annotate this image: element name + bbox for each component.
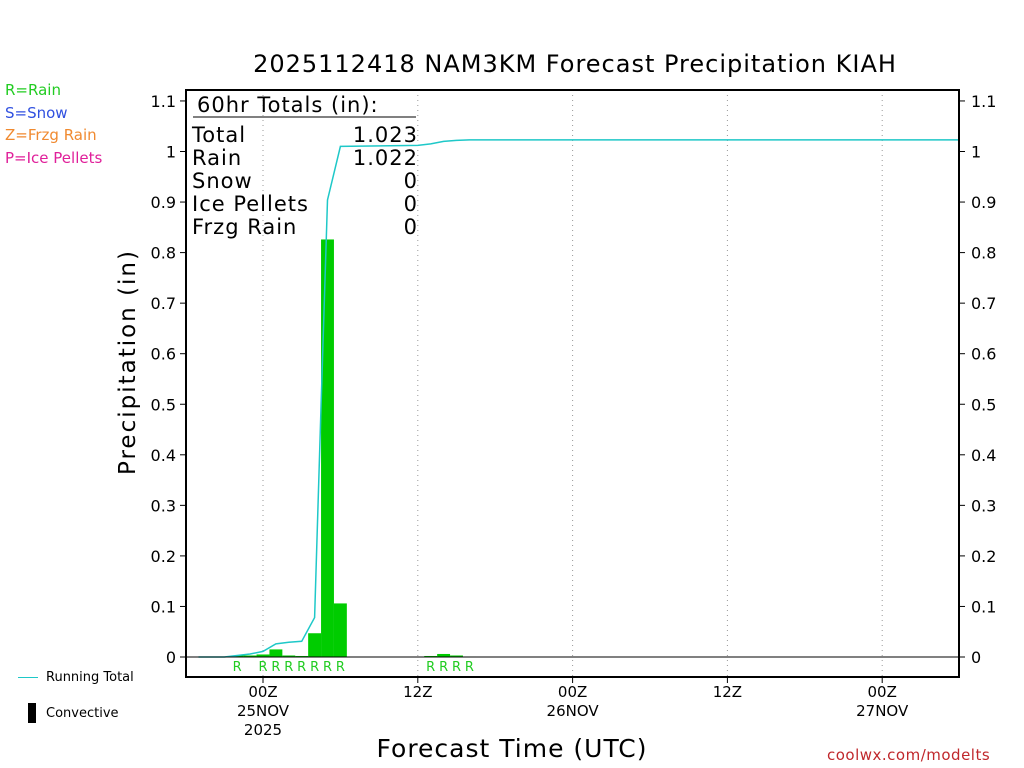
precip-bar (437, 653, 451, 657)
legend-key-snow: S=Snow (5, 104, 68, 122)
y-tick-label-right: 0.2 (971, 547, 996, 566)
totals-row-value: 0 (404, 192, 418, 216)
precip-bar (333, 603, 347, 657)
running-total-series (198, 139, 959, 658)
running-total-swatch (18, 677, 38, 678)
y-tick-label-right: 0.3 (971, 496, 996, 515)
x-tick-label: 12Z (713, 683, 742, 701)
y-tick-label-left: 0.1 (151, 597, 176, 616)
y-tick-label-left: 0.6 (151, 345, 176, 364)
x-tick-label: 00Z (868, 683, 897, 701)
y-tick-label-right: 0.4 (971, 446, 996, 465)
y-tick-label-left: 1 (166, 143, 176, 162)
totals-row-label: Frzg Rain (192, 215, 297, 239)
bar-series (230, 239, 476, 658)
y-tick-label-right: 0.8 (971, 244, 996, 263)
totals-table: 60hr Totals (in): Total 1.023 Rain 1.022 Snow… (191, 93, 418, 239)
x-tick-label: 26NOV (547, 702, 600, 720)
x-tick-label: 00Z (558, 683, 587, 701)
x-tick-label: 12Z (403, 683, 432, 701)
y-tick-label-left: 0.9 (151, 193, 176, 212)
totals-row-label: Snow (192, 169, 253, 193)
precip-type-letter: R (465, 660, 474, 675)
x-tick-label: 2025 (244, 721, 282, 739)
x-tick-label: 25NOV (237, 702, 290, 720)
precip-bar (450, 655, 463, 657)
y-tick-label-left: 0.5 (151, 395, 176, 414)
x-tick-label: 27NOV (856, 702, 909, 720)
totals-row-value: 1.023 (353, 123, 418, 147)
legend-key-rain: R=Rain (5, 81, 61, 99)
y-tick-label-left: 0.3 (151, 496, 176, 515)
y-tick-label-left: 1.1 (151, 92, 176, 111)
y-tick-label-right: 1.1 (971, 92, 996, 111)
convective-legend-label: Convective (46, 706, 119, 721)
source-credit: coolwx.com/modelts (827, 746, 991, 764)
precip-type-letter: R (284, 660, 293, 675)
precip-bar (243, 655, 257, 657)
totals-row-label: Total (191, 123, 246, 147)
y-tick-label-right: 0.9 (971, 193, 996, 212)
precip-type-letter: R (452, 660, 461, 675)
legend-key-ice-pellets: P=Ice Pellets (5, 149, 103, 167)
precip-bar (295, 655, 309, 657)
y-tick-label-right: 0.5 (971, 395, 996, 414)
precip-bar (308, 633, 322, 657)
y-tick-label-left: 0 (166, 648, 176, 667)
grid-lines (262, 90, 883, 677)
y-tick-label-left: 0.8 (151, 244, 176, 263)
running-total-legend-label: Running Total (46, 670, 134, 685)
y-tick-label-right: 0 (971, 648, 981, 667)
precip-type-letter: R (233, 660, 242, 675)
precip-type-letter: R (323, 660, 332, 675)
y-tick-label-right: 0.1 (971, 597, 996, 616)
y-tick-label-left: 0.4 (151, 446, 176, 465)
precip-bar (282, 655, 296, 657)
y-tick-label-left: 0.7 (151, 294, 176, 313)
precip-type-letter: R (258, 660, 267, 675)
precip-type-letter: R (336, 660, 345, 675)
x-axis-label: Forecast Time (UTC) (376, 734, 648, 763)
totals-row-value: 0 (404, 169, 418, 193)
chart-title: 2025112418 NAM3KM Forecast Precipitation… (253, 50, 897, 78)
precip-bar (424, 655, 438, 657)
precip-type-letter: R (426, 660, 435, 675)
precip-bar (256, 654, 270, 657)
plot-frame (185, 89, 960, 678)
precip-type-letter: R (310, 660, 319, 675)
totals-row-label: Ice Pellets (192, 192, 309, 216)
totals-header: 60hr Totals (in): (197, 93, 379, 117)
legend-key-frzg-rain: Z=Frzg Rain (5, 126, 97, 144)
x-tick-label: 00Z (248, 683, 277, 701)
running-total-line (198, 139, 959, 658)
y-tick-label-right: 0.6 (971, 345, 996, 364)
y-axis-label: Precipitation (in) (115, 249, 141, 475)
y-tick-label-right: 0.7 (971, 294, 996, 313)
y-tick-label-right: 1 (971, 143, 981, 162)
totals-row-value: 1.022 (353, 146, 418, 170)
precip-bar (321, 239, 334, 657)
convective-swatch (28, 703, 36, 723)
totals-row-label: Rain (192, 146, 242, 170)
precip-type-letter: R (297, 660, 306, 675)
precip-type-letter: R (271, 660, 280, 675)
precip-bar (269, 649, 283, 657)
precip-type-letter: R (439, 660, 448, 675)
totals-row-value: 0 (404, 215, 418, 239)
y-tick-label-left: 0.2 (151, 547, 176, 566)
